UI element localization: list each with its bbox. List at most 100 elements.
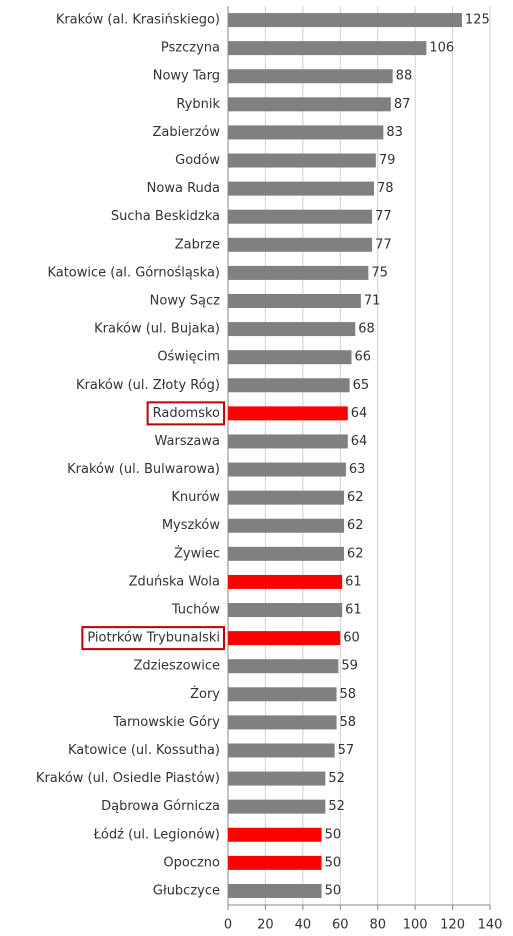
bar [228, 799, 326, 814]
category-label: Myszków [162, 518, 221, 533]
value-label: 77 [375, 237, 392, 252]
value-label: 52 [328, 799, 345, 814]
highlight-box [146, 401, 226, 426]
bar [228, 350, 352, 365]
bar [228, 69, 393, 84]
bar [228, 490, 345, 505]
bar [228, 378, 350, 393]
value-label: 83 [386, 125, 403, 140]
category-label: Oświęcim [157, 350, 220, 365]
category-label: Dąbrowa Górnicza [101, 799, 220, 814]
bar [228, 293, 361, 308]
bar [228, 855, 322, 870]
bar [228, 237, 373, 252]
category-label: Głubczyce [153, 883, 220, 898]
category-label: Godów [175, 153, 220, 168]
value-label: 61 [345, 574, 362, 589]
bar [228, 518, 345, 533]
category-label: Kraków (al. Krasińskiego) [56, 13, 220, 28]
x-tick-label: 60 [332, 918, 349, 933]
bar [228, 546, 345, 561]
x-tick-label: 20 [257, 918, 274, 933]
value-label: 61 [345, 603, 362, 618]
bar [228, 265, 369, 280]
value-label: 65 [353, 378, 370, 393]
category-label: Zabrze [175, 237, 220, 252]
value-label: 62 [347, 490, 364, 505]
category-label: Kraków (ul. Bulwarowa) [67, 462, 220, 477]
value-label: 58 [340, 687, 357, 702]
category-label: Żywiec [174, 545, 220, 561]
category-label: Katowice (ul. Kossutha) [68, 743, 220, 758]
bar [228, 434, 348, 449]
bar [228, 97, 391, 112]
bar [228, 687, 337, 702]
x-tick-label: 80 [369, 918, 386, 933]
bar [228, 13, 462, 28]
category-label: Nowy Sącz [150, 293, 221, 308]
value-label: 125 [465, 13, 490, 28]
value-label: 68 [358, 322, 375, 337]
x-tick-label: 100 [403, 918, 428, 933]
category-label: Zduńska Wola [129, 574, 220, 589]
value-label: 78 [377, 181, 394, 196]
bar [228, 715, 337, 730]
bar [228, 574, 343, 589]
value-label: 50 [325, 883, 342, 898]
category-label: Zabierzów [153, 125, 221, 140]
x-tick-label: 40 [295, 918, 312, 933]
category-label: Opoczno [163, 855, 220, 870]
value-label: 59 [341, 659, 358, 674]
category-label: Nowy Targ [153, 69, 220, 84]
value-label: 79 [379, 153, 396, 168]
bar [228, 41, 427, 56]
highlight-box [81, 626, 225, 651]
value-label: 77 [375, 209, 392, 224]
value-label: 52 [328, 771, 345, 786]
x-tick-label: 140 [478, 918, 503, 933]
value-label: 60 [343, 631, 360, 646]
bar [228, 827, 322, 842]
value-label: 64 [351, 406, 368, 421]
bar [228, 771, 326, 786]
x-tick-label: 0 [224, 918, 232, 933]
category-label: Rybnik [176, 97, 220, 112]
value-label: 87 [394, 97, 411, 112]
category-label: Pszczyna [161, 41, 220, 56]
value-label: 88 [396, 69, 413, 84]
category-label: Tuchów [171, 603, 221, 618]
value-label: 63 [349, 462, 366, 477]
value-label: 106 [429, 41, 454, 56]
bar [228, 631, 341, 646]
bar [228, 743, 335, 758]
bar [228, 659, 339, 674]
bar [228, 209, 373, 224]
category-label: Zdzieszowice [133, 659, 220, 674]
category-label: Łódź (ul. Legionów) [93, 827, 220, 842]
value-label: 57 [338, 743, 355, 758]
bar [228, 153, 376, 168]
value-label: 64 [351, 434, 368, 449]
category-label: Radomsko [153, 406, 220, 421]
category-label: Piotrków Trybunalski [87, 631, 220, 646]
value-label: 58 [340, 715, 357, 730]
bar [228, 181, 374, 196]
value-label: 66 [355, 350, 372, 365]
category-label: Katowice (al. Górnośląska) [47, 265, 220, 280]
bar [228, 406, 348, 421]
value-label: 71 [364, 293, 381, 308]
category-label: Kraków (ul. Bujaka) [94, 322, 220, 337]
category-label: Tarnowskie Góry [112, 715, 220, 730]
category-label: Kraków (ul. Złoty Róg) [76, 378, 220, 393]
x-tick-label: 120 [440, 918, 465, 933]
value-label: 75 [371, 265, 388, 280]
value-label: 62 [347, 518, 364, 533]
value-label: 50 [325, 827, 342, 842]
category-label: Sucha Beskidzka [111, 209, 220, 224]
category-label: Knurów [171, 490, 220, 505]
bar [228, 125, 384, 140]
category-label: Żory [190, 686, 220, 702]
category-label: Warszawa [155, 434, 221, 449]
category-label: Kraków (ul. Osiedle Piastów) [36, 771, 220, 786]
